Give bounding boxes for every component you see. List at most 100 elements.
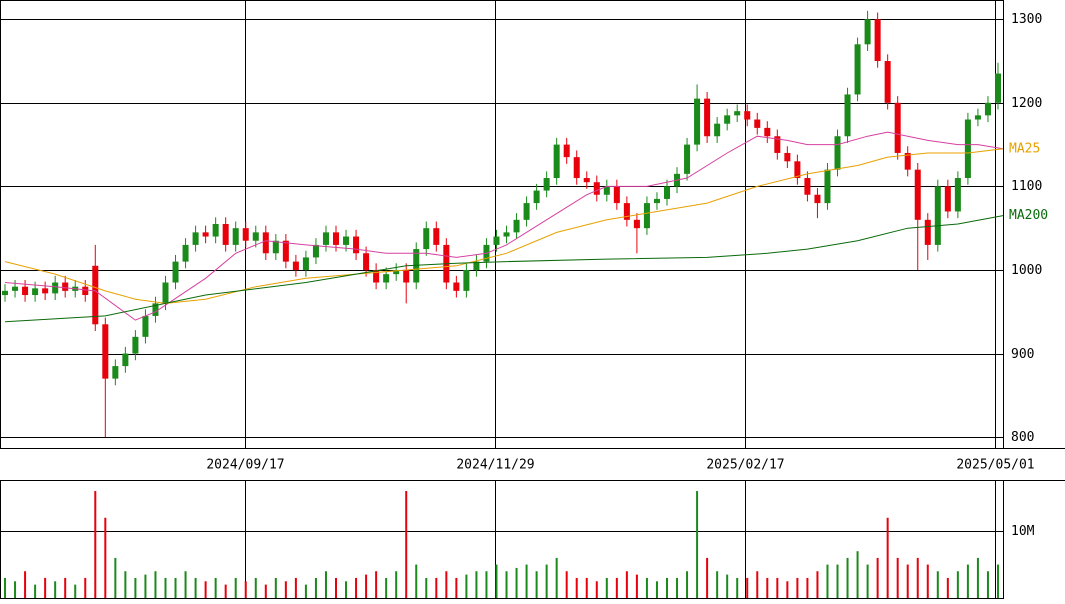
candle-body <box>122 353 129 367</box>
volume-bar <box>405 491 408 598</box>
volume-bar <box>766 577 769 598</box>
y-tick-label: 1000 <box>1011 263 1042 278</box>
volume-bar <box>335 577 338 598</box>
candle-body <box>984 102 991 116</box>
candle-body <box>834 136 841 170</box>
volume-panel <box>0 480 1004 599</box>
volume-bar <box>465 574 468 598</box>
candle-body <box>493 236 500 245</box>
volume-bar <box>54 581 57 598</box>
volume-bar <box>485 571 488 598</box>
volume-bar <box>555 557 558 598</box>
volume-bar <box>194 577 197 598</box>
candle-body <box>774 136 781 153</box>
volume-bar <box>174 577 177 598</box>
y-tick-label: 1200 <box>1011 96 1042 111</box>
candle-body <box>343 236 350 245</box>
volume-bar <box>776 577 779 598</box>
volume-bar <box>164 577 167 598</box>
x-tick-label: 2025/02/17 <box>706 458 784 473</box>
candle-body <box>162 282 169 304</box>
candle-body <box>764 127 771 137</box>
volume-bar <box>345 581 348 598</box>
volume-bar <box>676 577 679 598</box>
candle-body <box>393 269 400 275</box>
x-tick-label: 2024/11/29 <box>456 458 534 473</box>
volume-bar <box>515 567 518 598</box>
candle-body <box>804 178 811 195</box>
candle-body <box>42 288 49 294</box>
candle-body <box>32 288 39 296</box>
volume-bar <box>455 577 458 598</box>
candle-body <box>282 240 289 262</box>
volume-bar <box>545 564 548 598</box>
volume-bar <box>625 571 628 598</box>
candle-body <box>553 144 560 179</box>
candle-body <box>232 228 239 245</box>
candle-body <box>12 286 19 291</box>
candle-body <box>322 232 329 245</box>
volume-bar <box>244 581 247 598</box>
candle-body <box>82 286 89 296</box>
volume-bar <box>154 571 157 598</box>
candle-body <box>202 232 209 237</box>
volume-bar <box>535 571 538 598</box>
candle-body <box>453 282 460 291</box>
candle-body <box>744 111 751 120</box>
candle-body <box>894 102 901 153</box>
volume-bar <box>686 571 689 598</box>
candle-body <box>463 269 470 291</box>
candle-body <box>242 228 249 241</box>
volume-bar <box>314 577 317 598</box>
candle-body <box>102 324 109 379</box>
candle-body <box>192 232 199 245</box>
x-tick-label: 2025/05/01 <box>956 458 1034 473</box>
volume-bar <box>254 577 257 598</box>
candle-body <box>373 269 380 283</box>
candle-body <box>563 144 570 158</box>
y-tick-label: 800 <box>1011 430 1034 445</box>
candle-body <box>252 232 259 241</box>
volume-bar <box>896 557 899 598</box>
candle-body <box>954 178 961 212</box>
candle-body <box>262 232 269 254</box>
candle-body <box>523 203 530 220</box>
volume-bar <box>696 491 699 598</box>
candle-body <box>724 115 731 124</box>
volume-bar <box>665 577 668 598</box>
candle-body <box>924 219 931 245</box>
volume-bar <box>14 581 17 598</box>
volume-bar <box>104 517 107 598</box>
volume-bar <box>916 557 919 598</box>
volume-bar <box>886 517 889 598</box>
candle-body <box>513 219 520 233</box>
volume-bar <box>214 577 217 598</box>
volume-bar <box>264 584 267 598</box>
candle-body <box>653 198 660 204</box>
volume-bar <box>445 571 448 598</box>
volume-bar <box>736 577 739 598</box>
volume-bar <box>134 577 137 598</box>
candle-body <box>112 366 119 379</box>
candle-body <box>533 190 540 204</box>
volume-bar <box>856 551 859 598</box>
volume-bar <box>706 557 709 598</box>
volume-bar <box>986 571 989 598</box>
volume-bar <box>956 571 959 598</box>
volume-bar <box>996 564 999 598</box>
candle-body <box>433 228 440 245</box>
volume-bar <box>936 571 939 598</box>
candle-body <box>603 186 610 195</box>
candle-body <box>994 73 1001 103</box>
volume-bar <box>124 571 127 598</box>
volume-bar <box>365 574 368 598</box>
volume-bar <box>375 571 378 598</box>
candle-body <box>814 194 821 204</box>
volume-bar <box>495 564 498 598</box>
candle-body <box>172 261 179 283</box>
volume-bar <box>144 574 147 598</box>
volume-bar <box>395 571 398 598</box>
candle-body <box>663 186 671 199</box>
candle-body <box>383 274 390 283</box>
